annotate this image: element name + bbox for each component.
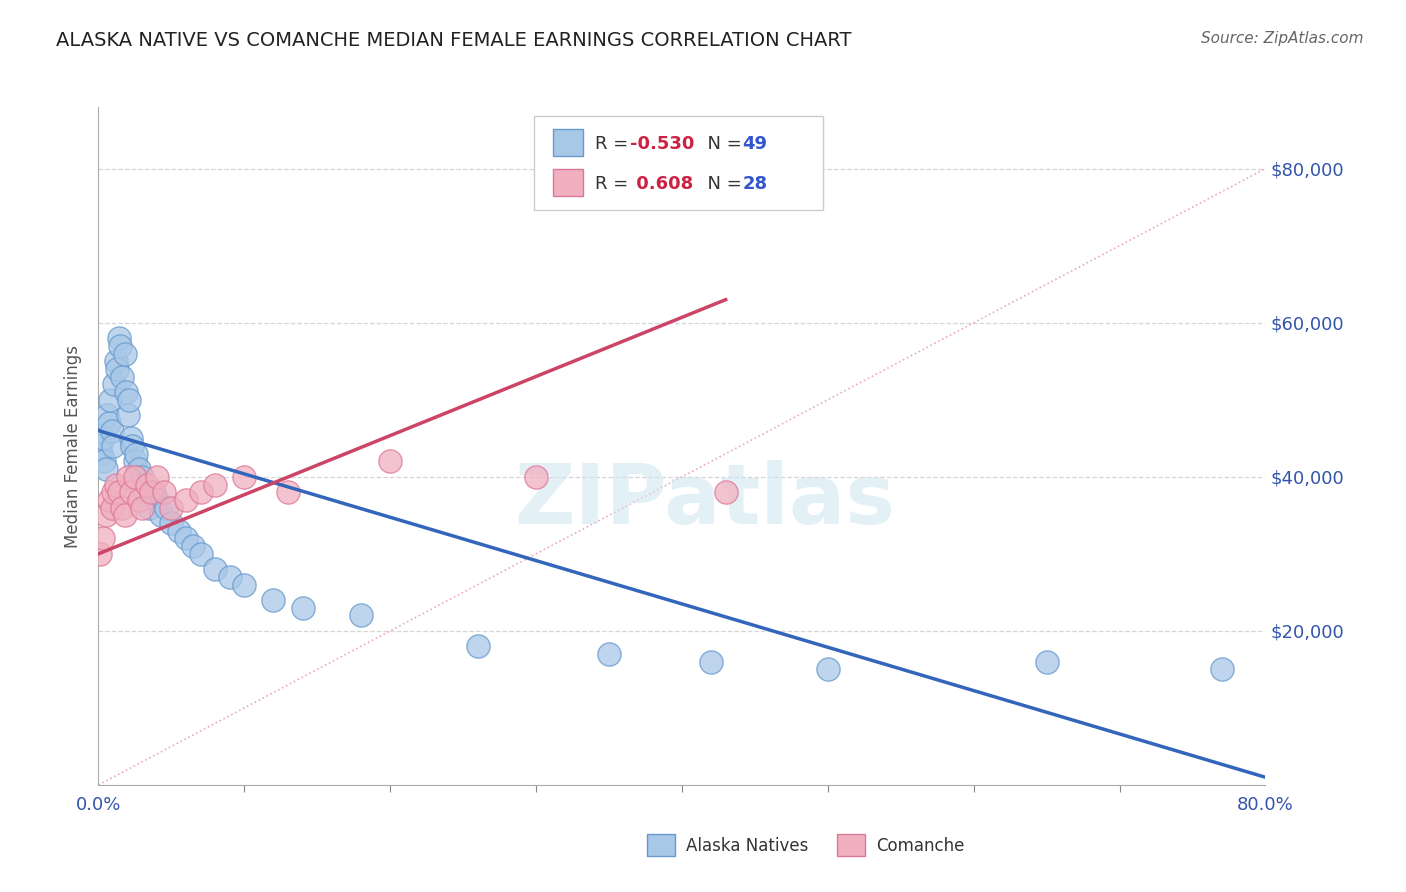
Point [103,377,125,392]
Text: 28: 28 [742,175,768,193]
Point [125,447,148,461]
Point [101,439,124,453]
Point [110,339,132,353]
Text: N =: N = [696,135,748,153]
Point [817,662,839,676]
Point [155,500,177,515]
Point [131,500,153,515]
Point [160,500,183,515]
Point [714,485,737,500]
Point [181,539,204,553]
Point [146,492,169,507]
Point [96,408,118,422]
Point [89,547,111,561]
Point [134,485,156,500]
Text: Alaska Natives: Alaska Natives [686,837,808,855]
Point [277,485,299,500]
Point [108,485,131,500]
Point [380,454,402,468]
Point [124,470,146,484]
Point [117,408,139,422]
Point [142,485,165,500]
Point [104,354,127,368]
Point [131,470,153,484]
Point [111,500,134,515]
Point [598,647,620,661]
Text: N =: N = [696,175,748,193]
Point [233,470,256,484]
Point [108,331,131,345]
Point [114,346,136,360]
Text: ALASKA NATIVE VS COMANCHE MEDIAN FEMALE EARNINGS CORRELATION CHART: ALASKA NATIVE VS COMANCHE MEDIAN FEMALE … [56,31,852,50]
Point [104,477,127,491]
Point [97,492,120,507]
Text: Source: ZipAtlas.com: Source: ZipAtlas.com [1201,31,1364,46]
Text: 0.608: 0.608 [630,175,693,193]
Point [524,470,547,484]
Point [94,508,117,523]
Point [1035,655,1057,669]
Point [97,416,120,430]
Point [101,485,124,500]
Text: ZIPatlas: ZIPatlas [515,459,896,541]
Point [114,508,136,523]
Point [160,516,183,530]
Point [146,470,169,484]
Point [204,562,226,576]
Point [138,500,160,515]
Point [100,424,122,438]
Point [700,655,723,669]
Point [233,577,256,591]
Point [190,485,212,500]
Point [89,439,111,453]
Point [118,392,141,407]
Y-axis label: Median Female Earnings: Median Female Earnings [65,344,83,548]
Point [350,608,373,623]
Text: Comanche: Comanche [876,837,965,855]
Text: -0.530: -0.530 [630,135,695,153]
Point [120,485,142,500]
Point [1211,662,1233,676]
Point [115,385,138,400]
Point [94,462,117,476]
Point [262,593,284,607]
Text: 49: 49 [742,135,768,153]
Point [90,447,112,461]
Point [128,492,150,507]
Point [120,431,142,445]
Point [204,477,226,491]
Point [111,369,134,384]
Point [291,600,314,615]
Point [174,492,197,507]
Point [91,532,114,546]
Point [100,500,122,515]
Point [98,392,121,407]
Point [167,524,190,538]
Point [121,439,143,453]
Point [218,570,240,584]
Point [117,470,139,484]
Point [174,532,197,546]
Point [139,485,162,500]
Point [105,362,128,376]
Point [135,477,157,491]
Point [91,431,114,445]
Point [190,547,212,561]
Text: R =: R = [595,175,634,193]
Point [467,640,489,654]
Point [150,508,173,523]
Point [93,454,115,468]
Text: R =: R = [595,135,634,153]
Point [124,454,146,468]
Point [153,485,176,500]
Point [128,462,150,476]
